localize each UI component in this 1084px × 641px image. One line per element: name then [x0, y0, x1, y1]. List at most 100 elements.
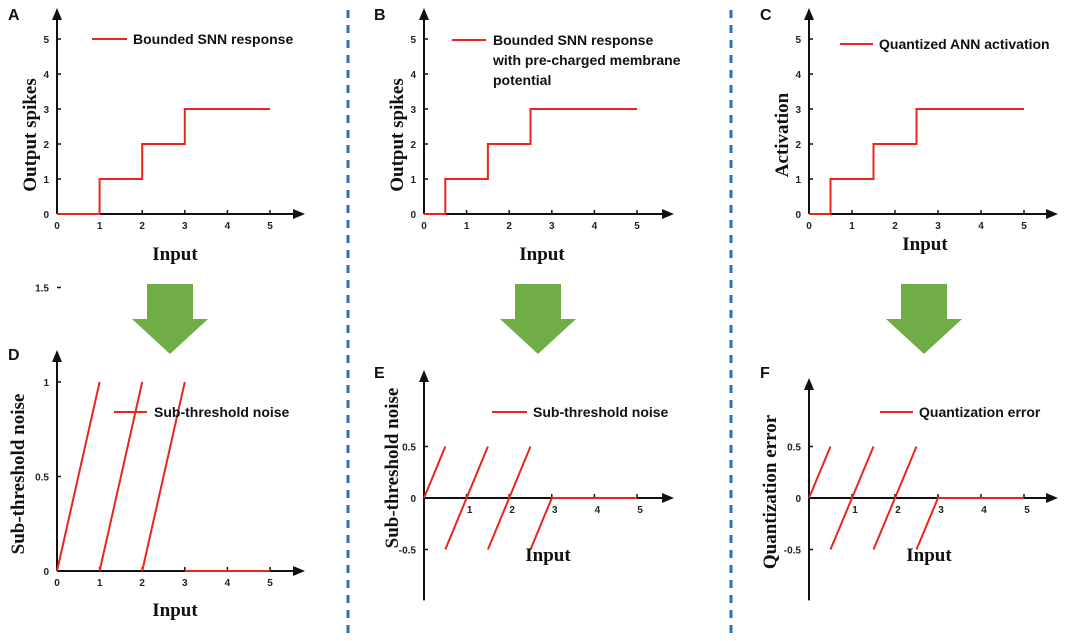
x-tick-label: 3: [182, 578, 188, 589]
x-tick-label: 0: [54, 578, 60, 589]
legend-label: with pre-charged membrane: [492, 52, 681, 68]
y-tick-label: -0.5: [399, 546, 417, 557]
x-axis-label: Input: [152, 600, 198, 621]
series-segment: [915, 497, 1024, 550]
panel-label: F: [760, 365, 770, 382]
y-tick-label: 0: [795, 210, 801, 221]
legend-label: Quantized ANN activation: [879, 36, 1050, 52]
x-tick-label: 3: [935, 221, 941, 232]
x-axis-label: Input: [519, 244, 565, 265]
x-tick-label: 5: [637, 505, 643, 516]
y-axis-arrow-icon: [419, 8, 429, 20]
x-tick-label: 2: [895, 505, 901, 516]
x-tick-label: 3: [182, 221, 188, 232]
series-segment: [424, 108, 637, 215]
x-tick-label: 1: [849, 221, 855, 232]
x-tick-label: 1: [464, 221, 470, 232]
x-tick-label: 1: [97, 578, 103, 589]
y-tick-label: 2: [43, 140, 49, 151]
panel-c: C 0 1 2 3 4 5 0 1 2 3 4 5 Quantized ANN activation Inp…: [760, 7, 1058, 255]
y-tick-label: 2: [795, 140, 801, 151]
y-axis-arrow-icon: [804, 8, 814, 20]
x-tick-label: 2: [509, 505, 515, 516]
y-axis-label: Activation: [772, 92, 793, 177]
panel-f: F 1 2 3 4 5 -0.5 0 0.5 Quantization error Input Qua…: [760, 365, 1058, 601]
y-tick-label: 0: [410, 494, 416, 505]
x-axis-label: Input: [525, 545, 571, 566]
y-tick-label: 5: [795, 35, 801, 46]
panel-label: C: [760, 7, 772, 24]
series-segment: [529, 497, 637, 550]
y-axis-label: Output spikes: [20, 78, 41, 192]
x-tick-label: 5: [267, 578, 273, 589]
series-segment: [57, 108, 270, 215]
series-segment: [808, 446, 832, 499]
panel-d: D 0 1 2 3 4 5 0 0.5 1 1.5 Sub-threshold noise Input S…: [8, 284, 305, 621]
y-tick-label: 4: [43, 70, 49, 81]
series-segment: [872, 446, 918, 550]
x-tick-label: 4: [978, 221, 984, 232]
x-tick-label: 2: [139, 578, 145, 589]
x-tick-label: 0: [54, 221, 60, 232]
y-axis-label: Sub-threshold noise: [382, 388, 403, 549]
y-tick-label: 2: [410, 140, 416, 151]
y-tick-label: 5: [410, 35, 416, 46]
y-tick-label: 0.5: [787, 443, 801, 454]
x-tick-label: 0: [806, 221, 812, 232]
x-tick-label: 2: [506, 221, 512, 232]
legend-label: Bounded SNN response: [493, 32, 653, 48]
transition-arrow-icon: [886, 284, 962, 354]
x-tick-label: 3: [938, 505, 944, 516]
panel-label: E: [374, 365, 385, 382]
panel-label: A: [8, 7, 20, 24]
x-tick-label: 5: [1024, 505, 1030, 516]
x-axis-arrow-icon: [1046, 209, 1058, 219]
y-axis-arrow-icon: [52, 8, 62, 20]
series-segment: [829, 446, 875, 550]
series-segment: [809, 108, 1024, 215]
y-axis-arrow-icon: [52, 350, 62, 362]
series-segment: [423, 446, 447, 499]
x-axis-arrow-icon: [662, 209, 674, 219]
y-axis-label: Output spikes: [387, 78, 408, 192]
x-tick-label: 3: [549, 221, 555, 232]
y-tick-label: 3: [410, 105, 416, 116]
y-tick-label: 1: [43, 175, 49, 186]
x-axis-arrow-icon: [293, 209, 305, 219]
x-tick-label: 5: [634, 221, 640, 232]
y-axis-arrow-icon: [419, 370, 429, 382]
x-axis-label: Input: [902, 234, 948, 255]
y-tick-label: 0: [410, 210, 416, 221]
transition-arrow-icon: [500, 284, 576, 354]
x-tick-label: 5: [267, 221, 273, 232]
series-segment: [141, 381, 186, 572]
panel-label: B: [374, 7, 386, 24]
x-tick-label: 1: [852, 505, 858, 516]
x-tick-label: 5: [1021, 221, 1027, 232]
series-segment: [444, 446, 489, 550]
x-tick-label: 2: [892, 221, 898, 232]
panel-a: A 0 1 2 3 4 5 0 1 2 3 4 5 Bounded SNN response Input Ou…: [8, 7, 305, 265]
legend-label: Quantization error: [919, 404, 1041, 420]
y-tick-label: 0: [43, 210, 49, 221]
series-segment: [486, 446, 532, 550]
series-segment: [98, 381, 144, 572]
y-tick-label: 0.5: [35, 473, 49, 484]
x-tick-label: 4: [595, 505, 601, 516]
y-axis-arrow-icon: [804, 378, 814, 390]
x-tick-label: 4: [592, 221, 598, 232]
x-axis-arrow-icon: [1046, 493, 1058, 503]
x-axis-arrow-icon: [662, 493, 674, 503]
x-axis-label: Input: [152, 244, 198, 265]
x-tick-label: 1: [97, 221, 103, 232]
y-tick-label: 0.5: [402, 443, 416, 454]
y-tick-label: 4: [795, 70, 801, 81]
transition-arrow-icon: [132, 284, 208, 354]
legend-label: Sub-threshold noise: [154, 404, 290, 420]
y-tick-label: 1.5: [35, 284, 49, 295]
y-tick-label: 5: [43, 35, 49, 46]
x-tick-label: 4: [225, 221, 231, 232]
y-axis-label: Sub-threshold noise: [8, 394, 29, 555]
x-axis-arrow-icon: [293, 566, 305, 576]
